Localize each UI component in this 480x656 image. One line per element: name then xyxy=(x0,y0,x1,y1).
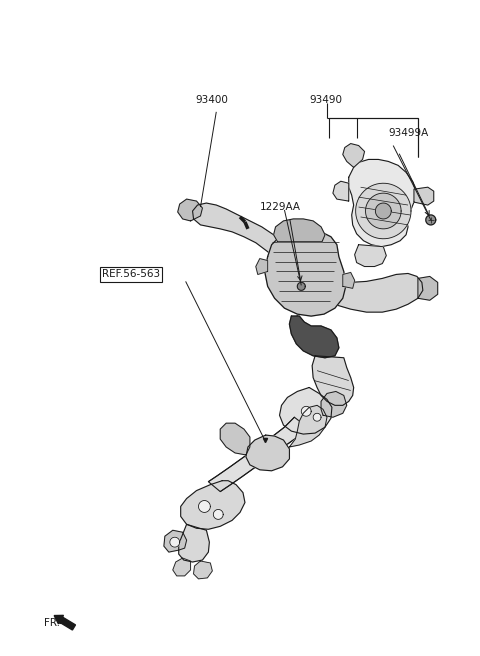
Polygon shape xyxy=(274,219,325,242)
Polygon shape xyxy=(289,405,327,447)
Polygon shape xyxy=(180,481,245,529)
Polygon shape xyxy=(193,561,212,579)
Text: 93499A: 93499A xyxy=(388,128,429,138)
Polygon shape xyxy=(418,276,438,300)
Polygon shape xyxy=(173,558,191,576)
Polygon shape xyxy=(164,530,187,552)
Polygon shape xyxy=(246,435,289,471)
Polygon shape xyxy=(349,159,416,247)
Polygon shape xyxy=(313,413,321,421)
Polygon shape xyxy=(170,537,180,547)
Polygon shape xyxy=(414,187,434,205)
Text: 93490: 93490 xyxy=(309,95,342,105)
Polygon shape xyxy=(321,392,347,417)
Polygon shape xyxy=(333,181,349,201)
Polygon shape xyxy=(213,510,223,520)
Text: FR.: FR. xyxy=(44,619,60,628)
Polygon shape xyxy=(256,258,268,274)
Polygon shape xyxy=(192,203,295,272)
Polygon shape xyxy=(264,229,346,316)
Polygon shape xyxy=(343,144,364,167)
Polygon shape xyxy=(312,274,423,312)
Text: REF.56-563: REF.56-563 xyxy=(102,270,160,279)
Text: 93400: 93400 xyxy=(195,95,228,105)
Polygon shape xyxy=(220,423,250,455)
Polygon shape xyxy=(179,524,209,562)
Polygon shape xyxy=(356,183,411,239)
Polygon shape xyxy=(178,199,203,221)
Polygon shape xyxy=(208,417,307,491)
Polygon shape xyxy=(375,203,391,219)
Polygon shape xyxy=(279,388,332,434)
Polygon shape xyxy=(297,282,305,291)
Polygon shape xyxy=(366,193,401,229)
FancyArrow shape xyxy=(54,615,75,630)
Polygon shape xyxy=(289,316,339,358)
Polygon shape xyxy=(199,501,210,512)
Polygon shape xyxy=(343,272,355,289)
Polygon shape xyxy=(426,215,436,225)
Polygon shape xyxy=(355,245,386,266)
Text: 1229AA: 1229AA xyxy=(260,202,301,212)
Polygon shape xyxy=(312,356,354,405)
Polygon shape xyxy=(301,406,311,417)
